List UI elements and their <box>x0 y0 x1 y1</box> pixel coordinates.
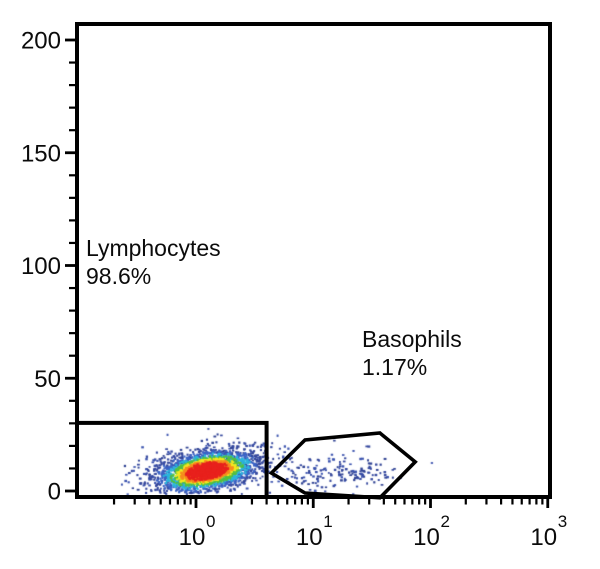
x-tick-label-base: 10 <box>179 524 206 551</box>
y-tick-label: 100 <box>21 253 61 280</box>
lymphocytes-gate <box>75 420 269 499</box>
gate-shapes <box>75 420 418 500</box>
x-tick-label-exponent: 0 <box>206 512 215 531</box>
x-tick-label-base: 10 <box>530 524 557 551</box>
x-tick-label-exponent: 1 <box>323 512 332 531</box>
basophils-gate <box>268 431 418 500</box>
axis-ticks <box>65 38 550 508</box>
y-tick-label: 150 <box>21 140 61 167</box>
lymphocytes-gate-percent: 98.6% <box>86 263 151 289</box>
y-tick-label: 200 <box>21 28 61 55</box>
x-tick-label-exponent: 2 <box>441 512 450 531</box>
basophils-gate-percent: 1.17% <box>362 354 427 380</box>
plot-border <box>75 22 552 499</box>
x-tick-label-base: 10 <box>296 524 323 551</box>
y-tick-label: 0 <box>48 479 61 506</box>
lymphocytes-gate-label: Lymphocytes <box>86 235 221 261</box>
y-tick-label: 50 <box>34 366 61 393</box>
basophils-gate-label: Basophils <box>362 326 462 352</box>
x-tick-label-base: 10 <box>413 524 440 551</box>
x-tick-label-exponent: 3 <box>558 512 567 531</box>
